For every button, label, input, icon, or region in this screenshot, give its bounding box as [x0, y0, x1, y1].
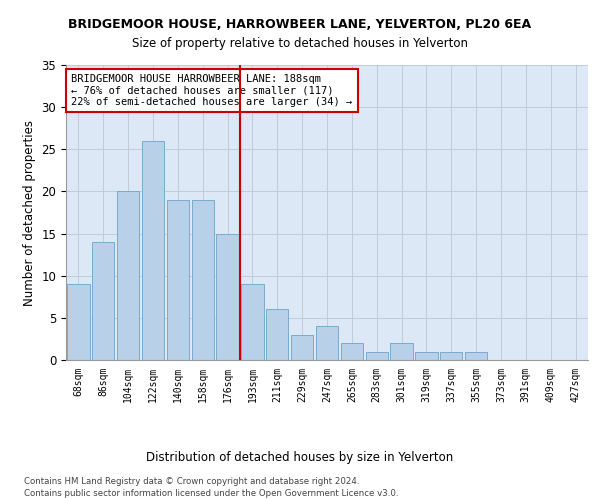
Bar — [391, 343, 413, 360]
Text: Contains public sector information licensed under the Open Government Licence v3: Contains public sector information licen… — [24, 489, 398, 498]
Bar — [217, 234, 239, 360]
Bar — [465, 352, 487, 360]
Bar — [167, 200, 189, 360]
Text: Contains HM Land Registry data © Crown copyright and database right 2024.: Contains HM Land Registry data © Crown c… — [24, 476, 359, 486]
Bar — [142, 141, 164, 360]
Bar — [440, 352, 463, 360]
Text: BRIDGEMOOR HOUSE HARROWBEER LANE: 188sqm
← 76% of detached houses are smaller (1: BRIDGEMOOR HOUSE HARROWBEER LANE: 188sqm… — [71, 74, 352, 107]
Text: Size of property relative to detached houses in Yelverton: Size of property relative to detached ho… — [132, 38, 468, 51]
Bar — [316, 326, 338, 360]
Bar — [415, 352, 437, 360]
Text: BRIDGEMOOR HOUSE, HARROWBEER LANE, YELVERTON, PL20 6EA: BRIDGEMOOR HOUSE, HARROWBEER LANE, YELVE… — [68, 18, 532, 30]
Bar — [291, 334, 313, 360]
Y-axis label: Number of detached properties: Number of detached properties — [23, 120, 36, 306]
Bar — [241, 284, 263, 360]
Bar — [266, 310, 289, 360]
Bar — [67, 284, 89, 360]
Bar — [92, 242, 115, 360]
Bar — [117, 192, 139, 360]
Bar — [191, 200, 214, 360]
Bar — [341, 343, 363, 360]
Text: Distribution of detached houses by size in Yelverton: Distribution of detached houses by size … — [146, 451, 454, 464]
Bar — [365, 352, 388, 360]
